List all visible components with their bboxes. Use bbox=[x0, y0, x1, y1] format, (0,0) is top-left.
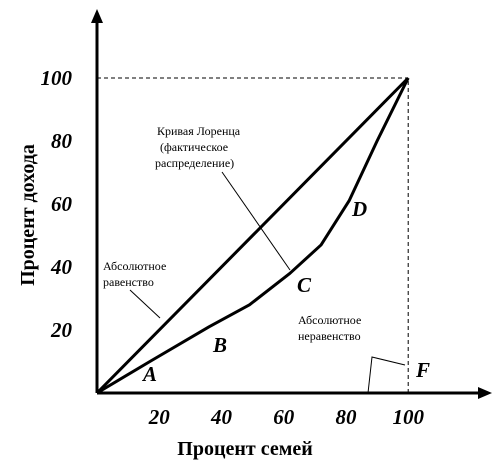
y-tick-label: 80 bbox=[51, 129, 73, 153]
x-arrow bbox=[478, 387, 492, 399]
x-axis-title: Процент семей bbox=[177, 438, 312, 460]
x-tick-label: 60 bbox=[273, 405, 295, 429]
leader-line bbox=[129, 289, 161, 319]
annotation: неравенство bbox=[298, 329, 361, 343]
leader-line bbox=[367, 356, 406, 394]
x-tick-label: 40 bbox=[210, 405, 233, 429]
annotation: равенство bbox=[103, 275, 154, 289]
annotation: распределение) bbox=[155, 156, 234, 170]
y-arrow bbox=[91, 9, 103, 23]
x-tick-label: 100 bbox=[392, 405, 424, 429]
y-tick-label: 40 bbox=[50, 255, 73, 279]
leader-lines bbox=[129, 171, 406, 394]
annotation: Абсолютное bbox=[103, 259, 166, 273]
point-label: F bbox=[415, 358, 430, 382]
point-label: D bbox=[351, 197, 367, 221]
y-axis-title: Процент дохода bbox=[17, 144, 39, 286]
line bbox=[95, 76, 410, 395]
annotation: (фактическое bbox=[160, 140, 228, 154]
x-tick-label: 80 bbox=[335, 405, 357, 429]
x-tick-label: 20 bbox=[148, 405, 171, 429]
y-tick-label: 60 bbox=[51, 192, 73, 216]
annotation: Абсолютное bbox=[298, 313, 361, 327]
point-label: A bbox=[141, 362, 157, 386]
leader-line bbox=[221, 171, 291, 271]
line bbox=[96, 77, 410, 395]
point-label: B bbox=[212, 333, 227, 357]
point-label: C bbox=[297, 273, 312, 297]
y-tick-label: 100 bbox=[41, 66, 73, 90]
annotation: Кривая Лоренца bbox=[157, 124, 241, 138]
y-tick-label: 20 bbox=[50, 318, 73, 342]
